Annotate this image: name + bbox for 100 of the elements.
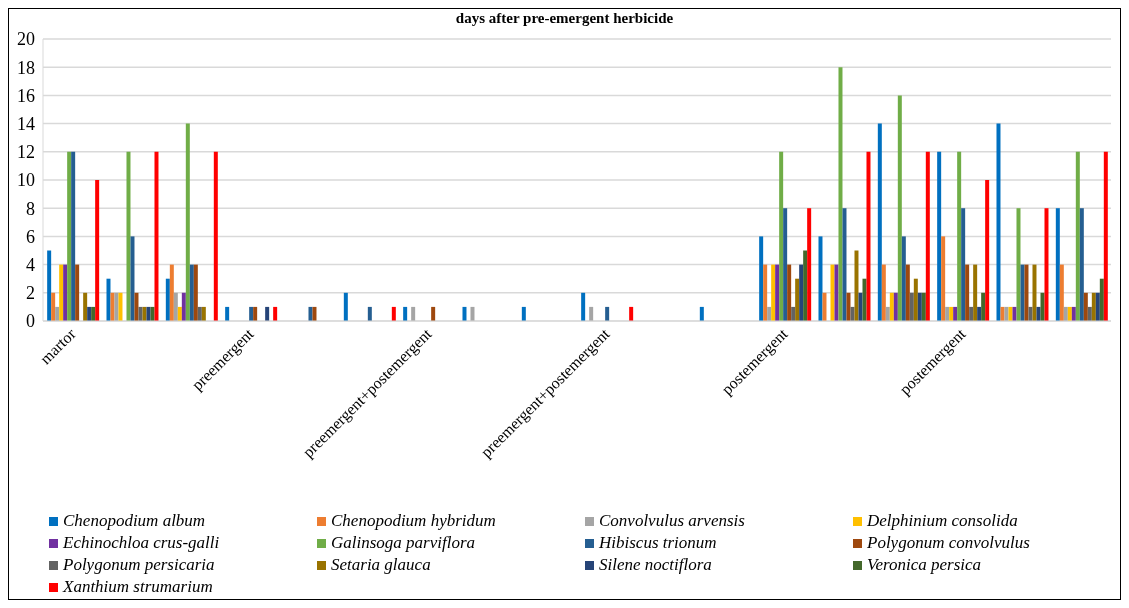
bar: [767, 306, 772, 321]
legend-label: Silene noctiflora: [599, 555, 712, 575]
bar: [110, 292, 115, 321]
bar: [185, 123, 190, 321]
bar: [897, 95, 902, 321]
bar: [795, 278, 800, 321]
bar: [71, 151, 76, 321]
bar: [981, 292, 986, 321]
bar: [783, 208, 788, 321]
bar: [83, 292, 88, 321]
bar: [1012, 306, 1017, 321]
bar: [759, 236, 764, 321]
bar: [1063, 306, 1068, 321]
bar: [803, 250, 808, 321]
bar: [114, 292, 119, 321]
bar: [431, 306, 436, 321]
y-tick-label: 16: [17, 85, 35, 106]
bar: [945, 306, 950, 321]
bar: [1028, 306, 1033, 321]
bar: [1099, 278, 1104, 321]
bar: [937, 151, 942, 321]
bar: [1040, 292, 1045, 321]
bar: [941, 236, 946, 321]
bar: [75, 264, 80, 321]
bar: [885, 306, 890, 321]
bar: [142, 306, 147, 321]
legend-label: Xanthium strumarium: [63, 577, 213, 597]
bar: [763, 264, 768, 321]
bar: [403, 306, 408, 321]
bar: [1024, 264, 1029, 321]
bar: [343, 292, 348, 321]
bar: [996, 123, 1001, 321]
bar: [605, 306, 610, 321]
bar: [169, 264, 174, 321]
bar: [775, 264, 780, 321]
bar: [799, 264, 804, 321]
bar: [1036, 306, 1041, 321]
bar: [1103, 151, 1108, 321]
legend-label: Convolvulus arvensis: [599, 511, 745, 531]
bar: [265, 306, 270, 321]
bar: [977, 306, 982, 321]
chart-title: days after pre-emergent herbicide: [454, 9, 675, 27]
y-tick-label: 10: [17, 170, 35, 191]
bar: [411, 306, 416, 321]
bar: [858, 292, 863, 321]
bar: [807, 208, 812, 321]
bar: [1059, 264, 1064, 321]
bar: [134, 292, 139, 321]
bar: [47, 250, 52, 321]
bar: [969, 306, 974, 321]
bar: [846, 292, 851, 321]
bar: [629, 306, 634, 321]
bar: [581, 292, 586, 321]
bar: [589, 306, 594, 321]
bar: [197, 306, 202, 321]
bar: [1067, 306, 1072, 321]
y-tick-label: 6: [26, 226, 35, 247]
y-tick-label: 0: [26, 311, 35, 332]
y-tick-label: 12: [17, 142, 35, 163]
bar: [253, 306, 258, 321]
bar: [138, 306, 143, 321]
bar: [949, 306, 954, 321]
y-tick-label: 8: [26, 198, 35, 219]
bar: [213, 151, 218, 321]
bar: [1083, 292, 1088, 321]
y-tick-label: 20: [17, 29, 35, 50]
bar: [391, 306, 396, 321]
bar: [91, 306, 96, 321]
bar: [470, 306, 475, 321]
bar: [126, 151, 131, 321]
bar: [905, 264, 910, 321]
bar: [909, 292, 914, 321]
bar: [106, 278, 111, 321]
bar: [850, 306, 855, 321]
bar: [1016, 208, 1021, 321]
bar: [973, 264, 978, 321]
bar: [59, 264, 64, 321]
bar: [67, 151, 72, 321]
bar: [1091, 292, 1096, 321]
bar: [130, 236, 135, 321]
bar: [1044, 208, 1049, 321]
bar: [1071, 306, 1076, 321]
bar: [842, 208, 847, 321]
bar: [273, 306, 278, 321]
legend-label: Chenopodium album: [63, 511, 206, 531]
bar: [985, 180, 990, 321]
bar: [889, 292, 894, 321]
bar: [854, 250, 859, 321]
y-tick-label: 4: [26, 254, 35, 275]
legend-label: Delphinium consolida: [867, 511, 1018, 531]
bar: [165, 278, 170, 321]
bar: [308, 306, 313, 321]
bar: [862, 278, 867, 321]
bar: [838, 67, 843, 321]
bar: [791, 306, 796, 321]
bar: [193, 264, 198, 321]
bar: [1055, 208, 1060, 321]
bar: [921, 292, 926, 321]
legend-label: Polygonum convolvulus: [867, 533, 1030, 553]
bar: [225, 306, 230, 321]
